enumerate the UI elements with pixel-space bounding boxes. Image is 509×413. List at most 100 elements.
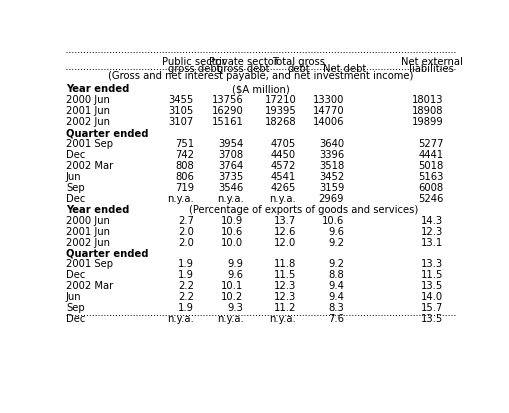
Text: 11.8: 11.8 <box>274 259 296 269</box>
Text: 18013: 18013 <box>412 95 443 105</box>
Text: 2001 Jun: 2001 Jun <box>66 106 110 116</box>
Text: 808: 808 <box>175 161 194 171</box>
Text: n.y.a.: n.y.a. <box>269 193 296 203</box>
Text: 2969: 2969 <box>319 193 344 203</box>
Text: Sep: Sep <box>66 302 84 312</box>
Text: n.y.a.: n.y.a. <box>269 313 296 323</box>
Text: 3954: 3954 <box>218 139 243 149</box>
Text: 7.6: 7.6 <box>328 313 344 323</box>
Text: 3640: 3640 <box>319 139 344 149</box>
Text: 2002 Mar: 2002 Mar <box>66 161 113 171</box>
Text: 10.1: 10.1 <box>221 280 243 291</box>
Text: 12.0: 12.0 <box>274 237 296 247</box>
Text: 8.3: 8.3 <box>328 302 344 312</box>
Text: 9.2: 9.2 <box>328 259 344 269</box>
Text: 2000 Jun: 2000 Jun <box>66 95 110 105</box>
Text: 2.0: 2.0 <box>178 237 194 247</box>
Text: liabilities: liabilities <box>409 64 454 74</box>
Text: 9.6: 9.6 <box>228 270 243 280</box>
Text: 2.2: 2.2 <box>178 280 194 291</box>
Text: 3518: 3518 <box>319 161 344 171</box>
Text: Dec: Dec <box>66 150 86 160</box>
Text: 1.9: 1.9 <box>178 270 194 280</box>
Text: 4441: 4441 <box>418 150 443 160</box>
Text: Net debt: Net debt <box>323 64 366 74</box>
Text: 19899: 19899 <box>412 117 443 127</box>
Text: n.y.a.: n.y.a. <box>217 313 243 323</box>
Text: (Gross and net interest payable, and net investment income): (Gross and net interest payable, and net… <box>108 71 413 81</box>
Text: 1.9: 1.9 <box>178 302 194 312</box>
Text: 742: 742 <box>175 150 194 160</box>
Text: 13.3: 13.3 <box>421 259 443 269</box>
Text: 13300: 13300 <box>313 95 344 105</box>
Text: 18268: 18268 <box>265 117 296 127</box>
Text: 4572: 4572 <box>271 161 296 171</box>
Text: gross debt: gross debt <box>217 64 270 74</box>
Text: 13.7: 13.7 <box>274 215 296 225</box>
Text: debt: debt <box>287 64 310 74</box>
Text: 9.3: 9.3 <box>228 302 243 312</box>
Text: 2002 Jun: 2002 Jun <box>66 117 110 127</box>
Text: 18908: 18908 <box>412 106 443 116</box>
Text: Net external: Net external <box>401 57 463 66</box>
Text: 10.9: 10.9 <box>221 215 243 225</box>
Text: 2.0: 2.0 <box>178 226 194 236</box>
Text: 2.2: 2.2 <box>178 292 194 301</box>
Text: n.y.a.: n.y.a. <box>167 193 194 203</box>
Text: 806: 806 <box>175 171 194 182</box>
Text: 13756: 13756 <box>212 95 243 105</box>
Text: 14006: 14006 <box>313 117 344 127</box>
Text: 9.2: 9.2 <box>328 237 344 247</box>
Text: 2002 Jun: 2002 Jun <box>66 237 110 247</box>
Text: 2001 Sep: 2001 Sep <box>66 259 113 269</box>
Text: 11.5: 11.5 <box>421 270 443 280</box>
Text: 3452: 3452 <box>319 171 344 182</box>
Text: 3708: 3708 <box>218 150 243 160</box>
Text: Jun: Jun <box>66 171 81 182</box>
Text: 14.0: 14.0 <box>421 292 443 301</box>
Text: 17210: 17210 <box>264 95 296 105</box>
Text: Sep: Sep <box>66 183 84 192</box>
Text: ($A million): ($A million) <box>232 84 289 94</box>
Text: gross debt: gross debt <box>167 64 220 74</box>
Text: Year ended: Year ended <box>66 84 129 94</box>
Text: 9.6: 9.6 <box>328 226 344 236</box>
Text: 4450: 4450 <box>271 150 296 160</box>
Text: Jun: Jun <box>66 292 81 301</box>
Text: 5163: 5163 <box>418 171 443 182</box>
Text: 6008: 6008 <box>418 183 443 192</box>
Text: 3455: 3455 <box>168 95 194 105</box>
Text: 10.6: 10.6 <box>322 215 344 225</box>
Text: Private sector: Private sector <box>209 57 278 66</box>
Text: 14770: 14770 <box>313 106 344 116</box>
Text: 9.9: 9.9 <box>228 259 243 269</box>
Text: 2002 Mar: 2002 Mar <box>66 280 113 291</box>
Text: 2.7: 2.7 <box>178 215 194 225</box>
Text: 2000 Jun: 2000 Jun <box>66 215 110 225</box>
Text: 4265: 4265 <box>271 183 296 192</box>
Text: 719: 719 <box>175 183 194 192</box>
Text: Year ended: Year ended <box>66 204 129 214</box>
Text: 9.4: 9.4 <box>328 280 344 291</box>
Text: 15.7: 15.7 <box>421 302 443 312</box>
Text: 13.5: 13.5 <box>421 313 443 323</box>
Text: 12.3: 12.3 <box>274 292 296 301</box>
Text: 5277: 5277 <box>418 139 443 149</box>
Text: 10.2: 10.2 <box>221 292 243 301</box>
Text: Public sector: Public sector <box>162 57 225 66</box>
Text: (Percentage of exports of goods and services): (Percentage of exports of goods and serv… <box>189 204 418 214</box>
Text: 3735: 3735 <box>218 171 243 182</box>
Text: 11.2: 11.2 <box>274 302 296 312</box>
Text: Quarter ended: Quarter ended <box>66 248 149 258</box>
Text: 4541: 4541 <box>271 171 296 182</box>
Text: Dec: Dec <box>66 270 86 280</box>
Text: 3764: 3764 <box>218 161 243 171</box>
Text: 14.3: 14.3 <box>421 215 443 225</box>
Text: 3107: 3107 <box>168 117 194 127</box>
Text: 5018: 5018 <box>418 161 443 171</box>
Text: 13.5: 13.5 <box>421 280 443 291</box>
Text: 3546: 3546 <box>218 183 243 192</box>
Text: 13.1: 13.1 <box>421 237 443 247</box>
Text: 751: 751 <box>175 139 194 149</box>
Text: 3396: 3396 <box>319 150 344 160</box>
